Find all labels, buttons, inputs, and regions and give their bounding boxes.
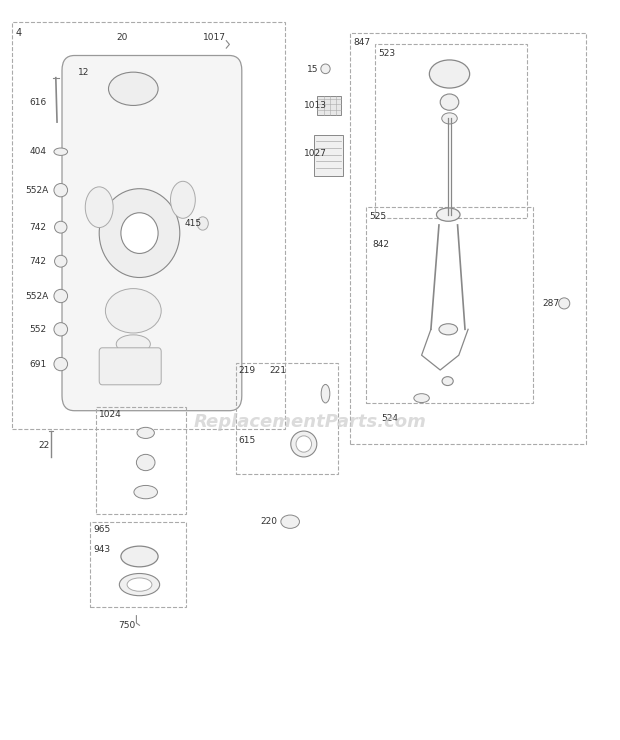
Ellipse shape xyxy=(119,574,160,596)
Ellipse shape xyxy=(296,436,312,452)
Ellipse shape xyxy=(54,323,68,336)
Text: 1017: 1017 xyxy=(203,33,226,42)
Ellipse shape xyxy=(197,217,208,230)
Text: 552A: 552A xyxy=(25,186,48,195)
Ellipse shape xyxy=(321,64,330,74)
Bar xyxy=(314,135,343,176)
Text: 750: 750 xyxy=(118,621,135,630)
Ellipse shape xyxy=(108,73,158,105)
Ellipse shape xyxy=(134,485,157,499)
Bar xyxy=(236,363,338,474)
Ellipse shape xyxy=(54,289,68,303)
Text: 221: 221 xyxy=(270,366,286,374)
Text: 22: 22 xyxy=(38,441,50,450)
Ellipse shape xyxy=(281,515,299,528)
Text: 691: 691 xyxy=(29,360,46,369)
Text: 965: 965 xyxy=(93,525,110,534)
Ellipse shape xyxy=(86,186,113,228)
Text: 847: 847 xyxy=(353,38,371,47)
Text: 525: 525 xyxy=(369,212,386,221)
Ellipse shape xyxy=(105,289,161,333)
Text: 4: 4 xyxy=(16,28,22,38)
Text: 12: 12 xyxy=(78,68,89,77)
Text: 15: 15 xyxy=(307,65,319,74)
Text: 415: 415 xyxy=(185,219,202,228)
Ellipse shape xyxy=(137,428,154,438)
Text: 616: 616 xyxy=(29,98,46,107)
Text: 1027: 1027 xyxy=(304,149,327,158)
Text: 842: 842 xyxy=(372,240,389,249)
Ellipse shape xyxy=(121,213,158,253)
Bar xyxy=(317,96,341,115)
Text: 742: 742 xyxy=(29,223,46,232)
Text: 742: 742 xyxy=(29,257,46,266)
Ellipse shape xyxy=(170,181,195,218)
Ellipse shape xyxy=(439,324,458,334)
Ellipse shape xyxy=(440,94,459,110)
Ellipse shape xyxy=(559,298,570,309)
FancyBboxPatch shape xyxy=(62,56,242,411)
Text: 1013: 1013 xyxy=(304,101,327,110)
Ellipse shape xyxy=(429,60,470,88)
Text: 615: 615 xyxy=(239,436,256,445)
Text: 404: 404 xyxy=(29,147,46,156)
Bar xyxy=(90,522,186,607)
Ellipse shape xyxy=(442,377,453,386)
Ellipse shape xyxy=(54,148,68,155)
Bar xyxy=(375,44,527,218)
Text: 943: 943 xyxy=(93,545,110,554)
Text: 1024: 1024 xyxy=(99,410,122,419)
Bar xyxy=(12,22,285,429)
Ellipse shape xyxy=(55,221,67,233)
Text: 523: 523 xyxy=(378,49,396,58)
Text: 220: 220 xyxy=(260,517,277,526)
Bar xyxy=(96,407,186,514)
Ellipse shape xyxy=(136,454,155,471)
Ellipse shape xyxy=(121,546,158,567)
Ellipse shape xyxy=(99,189,180,278)
Bar xyxy=(366,207,533,403)
Ellipse shape xyxy=(54,184,68,197)
Text: ReplacementParts.com: ReplacementParts.com xyxy=(193,413,427,431)
Bar xyxy=(350,33,586,444)
Ellipse shape xyxy=(414,394,429,403)
Ellipse shape xyxy=(321,385,330,403)
Ellipse shape xyxy=(291,431,317,457)
Text: 524: 524 xyxy=(381,414,398,423)
Ellipse shape xyxy=(436,208,460,221)
Text: 287: 287 xyxy=(542,299,560,308)
Text: 20: 20 xyxy=(117,33,128,42)
Ellipse shape xyxy=(55,255,67,267)
Ellipse shape xyxy=(117,334,151,354)
Text: 219: 219 xyxy=(239,366,256,374)
Ellipse shape xyxy=(54,357,68,371)
Text: 552: 552 xyxy=(29,325,46,334)
Text: 552A: 552A xyxy=(25,292,48,300)
FancyBboxPatch shape xyxy=(99,348,161,385)
Ellipse shape xyxy=(441,113,458,124)
Ellipse shape xyxy=(127,578,152,591)
